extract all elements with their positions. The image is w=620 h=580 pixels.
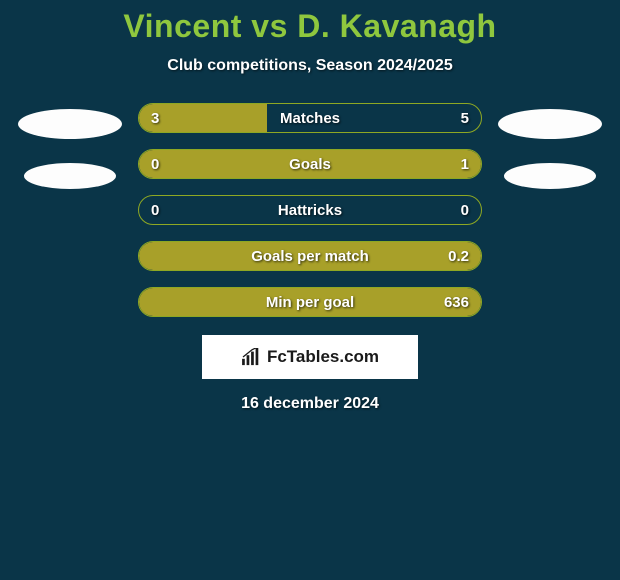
main-row: 3Matches50Goals10Hattricks0Goals per mat…: [0, 103, 620, 317]
stat-value-right: 1: [461, 150, 469, 178]
page-title: Vincent vs D. Kavanagh: [0, 8, 620, 45]
stat-bar: Min per goal636: [138, 287, 482, 317]
left-avatars: [10, 103, 130, 189]
stat-bar: Goals per match0.2: [138, 241, 482, 271]
player-avatar-right: [498, 109, 602, 139]
player-avatar-left: [18, 109, 122, 139]
team-avatar-right: [504, 163, 596, 189]
stat-label: Hattricks: [139, 196, 481, 224]
stat-label: Goals: [139, 150, 481, 178]
stat-bar: 0Goals1: [138, 149, 482, 179]
stats-list: 3Matches50Goals10Hattricks0Goals per mat…: [130, 103, 490, 317]
logo-box: FcTables.com: [202, 335, 418, 379]
team-avatar-left: [24, 163, 116, 189]
stat-bar: 0Hattricks0: [138, 195, 482, 225]
chart-icon: [241, 348, 263, 366]
logo-text: FcTables.com: [267, 347, 379, 367]
date-label: 16 december 2024: [0, 395, 620, 413]
right-avatars: [490, 103, 610, 189]
stat-bar: 3Matches5: [138, 103, 482, 133]
stat-value-right: 5: [461, 104, 469, 132]
stat-label: Min per goal: [139, 288, 481, 316]
stat-label: Goals per match: [139, 242, 481, 270]
stat-value-right: 636: [444, 288, 469, 316]
subtitle: Club competitions, Season 2024/2025: [0, 57, 620, 75]
stat-value-right: 0: [461, 196, 469, 224]
stat-label: Matches: [139, 104, 481, 132]
stat-value-right: 0.2: [448, 242, 469, 270]
comparison-card: Vincent vs D. Kavanagh Club competitions…: [0, 0, 620, 413]
